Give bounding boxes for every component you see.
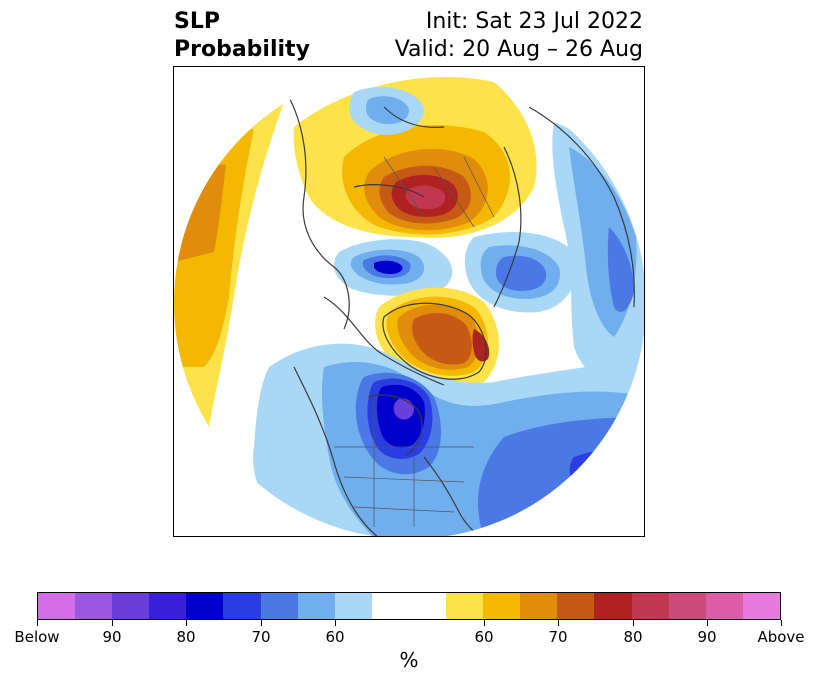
- colorbar-segment: [705, 593, 743, 619]
- colorbar-segment: [668, 593, 706, 619]
- colorbar-segment: [186, 593, 224, 619]
- colorbar-segment: [149, 593, 187, 619]
- europe-above-85: [405, 185, 446, 210]
- colorbar-unit-label: %: [399, 648, 419, 672]
- title-variable: SLP: [174, 9, 220, 34]
- colorbar-tick-label: 90: [102, 628, 122, 646]
- colorbar-segment: [483, 593, 521, 619]
- colorbar-segment: [112, 593, 150, 619]
- atlantic-below-75: [569, 446, 644, 507]
- probability-field: [174, 67, 644, 536]
- colorbar-segment: [223, 593, 261, 619]
- colorbar-segment: [297, 593, 335, 619]
- colorbar-tick: [780, 620, 782, 626]
- colorbar-tick-label: 80: [176, 628, 196, 646]
- colorbar-segment: [594, 593, 632, 619]
- colorbar-tick: [111, 620, 113, 626]
- colorbar-tick: [483, 620, 485, 626]
- colorbar-segment: [75, 593, 113, 619]
- colorbar-tick-label: 60: [474, 628, 494, 646]
- colorbar-tick-label: 70: [548, 628, 568, 646]
- colorbar-tick-label: 60: [325, 628, 345, 646]
- colorbar-tick-label: 80: [623, 628, 643, 646]
- probability-map: [174, 67, 644, 536]
- colorbar-segment: [260, 593, 298, 619]
- fareast-below-70: [607, 227, 634, 312]
- colorbar-tick: [632, 620, 634, 626]
- colorbar-tick-label: Above: [757, 628, 805, 646]
- title-left: SLP Probability: [174, 8, 310, 64]
- colorbar-segment: [520, 593, 558, 619]
- colorbar-segment: [557, 593, 595, 619]
- title-product: Probability: [174, 37, 310, 62]
- colorbar-tick: [557, 620, 559, 626]
- greenland-above-80: [472, 329, 490, 362]
- borders: [334, 156, 495, 527]
- colorbar-segment: [408, 593, 447, 619]
- colorbar-tick: [260, 620, 262, 626]
- coastlines: [288, 96, 635, 536]
- init-date: Init: Sat 23 Jul 2022: [425, 9, 643, 34]
- colorbar-tick: [185, 620, 187, 626]
- siberia-below-70: [496, 255, 547, 291]
- colorbar-tick-label: 70: [251, 628, 271, 646]
- greenland-above-75: [412, 313, 472, 365]
- colorbar-tick: [36, 620, 38, 626]
- colorbar: [37, 592, 781, 620]
- colorbar-tick: [334, 620, 336, 626]
- title-right: Init: Sat 23 Jul 2022 Valid: 20 Aug – 26…: [395, 8, 643, 64]
- laptev-below-80: [374, 260, 403, 274]
- colorbar-segment: [631, 593, 669, 619]
- colorbar-segment: [334, 593, 372, 619]
- colorbar-segment: [371, 593, 409, 619]
- map-panel: [173, 66, 645, 537]
- colorbar-segment: [742, 593, 780, 619]
- valid-range: Valid: 20 Aug – 26 Aug: [394, 37, 643, 62]
- canada-below-90: [393, 398, 414, 420]
- colorbar-tick-label: 90: [697, 628, 717, 646]
- colorbar-tick: [706, 620, 708, 626]
- colorbar-tick-label: Below: [14, 628, 60, 646]
- colorbar-segment: [446, 593, 484, 619]
- colorbar-segment: [38, 593, 76, 619]
